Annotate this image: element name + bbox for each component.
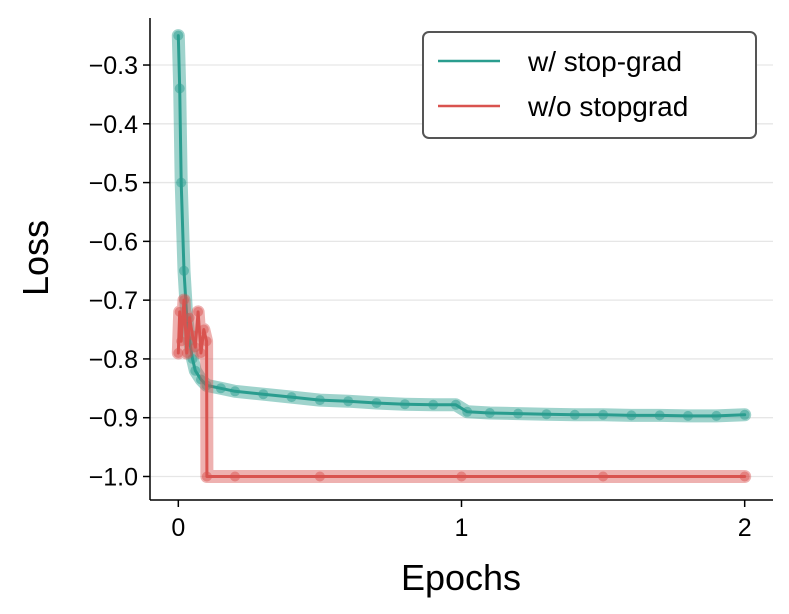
data-point: [314, 471, 325, 482]
data-point: [371, 398, 382, 408]
data-point: [201, 471, 212, 482]
x-tick-label: 1: [455, 514, 469, 542]
data-point: [343, 396, 354, 407]
legend-label-no-stopgrad: w/o stopgrad: [527, 91, 688, 122]
data-point: [230, 386, 240, 397]
grid-lines: [150, 64, 773, 478]
data-point: [174, 306, 185, 317]
x-tick-label: 2: [738, 514, 752, 542]
data-point: [176, 177, 187, 188]
data-point: [286, 392, 297, 403]
y-tick-label: −1.0: [89, 463, 138, 491]
data-point: [258, 389, 269, 400]
y-axis-label: Loss: [15, 220, 56, 296]
series-line-1: [176, 298, 747, 478]
data-point: [179, 265, 189, 276]
series-lines: [171, 29, 752, 483]
y-tick-label: −0.9: [89, 405, 138, 433]
data-point: [683, 410, 693, 421]
data-point: [201, 336, 212, 347]
x-axis-label: Epochs: [401, 557, 521, 598]
data-point: [626, 410, 637, 421]
data-point: [181, 348, 192, 358]
data-point: [456, 471, 467, 482]
data-point: [462, 406, 473, 417]
data-point: [541, 409, 552, 420]
legend-label-stop-grad: w/ stop-grad: [527, 46, 682, 77]
data-point: [174, 83, 185, 94]
y-tick-label: −0.5: [89, 170, 138, 198]
data-point: [176, 336, 187, 347]
data-point: [184, 312, 195, 323]
data-point: [179, 295, 189, 306]
data-point: [739, 471, 750, 482]
x-tick-label: 0: [171, 514, 185, 542]
data-point: [484, 408, 495, 418]
data-point: [428, 399, 439, 410]
y-tick-label: −0.4: [89, 111, 138, 139]
data-point: [187, 330, 198, 341]
data-point: [450, 399, 461, 410]
data-point: [190, 365, 201, 376]
y-tick-label: −0.8: [89, 346, 138, 374]
data-point: [196, 348, 206, 358]
data-point: [198, 324, 209, 335]
data-point: [230, 471, 240, 482]
data-point: [739, 409, 750, 420]
y-tick-label: −0.3: [89, 52, 138, 80]
data-point: [173, 348, 184, 358]
data-point: [513, 408, 524, 419]
data-point: [711, 410, 722, 421]
y-tick-label: −0.6: [89, 228, 138, 256]
tick-marks: −0.3 −0.4 −0.5 −0.6 −0.7 −0.8 −0.9 −1.0 0 1 2: [89, 52, 752, 542]
legend-box: [422, 31, 757, 139]
data-point: [569, 409, 580, 420]
data-point: [314, 395, 325, 406]
legend: w/ stop-grad w/o stopgrad: [422, 31, 757, 139]
data-point: [215, 383, 226, 394]
data-point: [598, 471, 609, 482]
data-point: [598, 409, 609, 420]
data-point: [173, 30, 184, 41]
data-point: [399, 399, 410, 410]
data-point: [654, 410, 665, 421]
data-point: [193, 306, 204, 317]
y-tick-label: −0.7: [89, 287, 138, 315]
